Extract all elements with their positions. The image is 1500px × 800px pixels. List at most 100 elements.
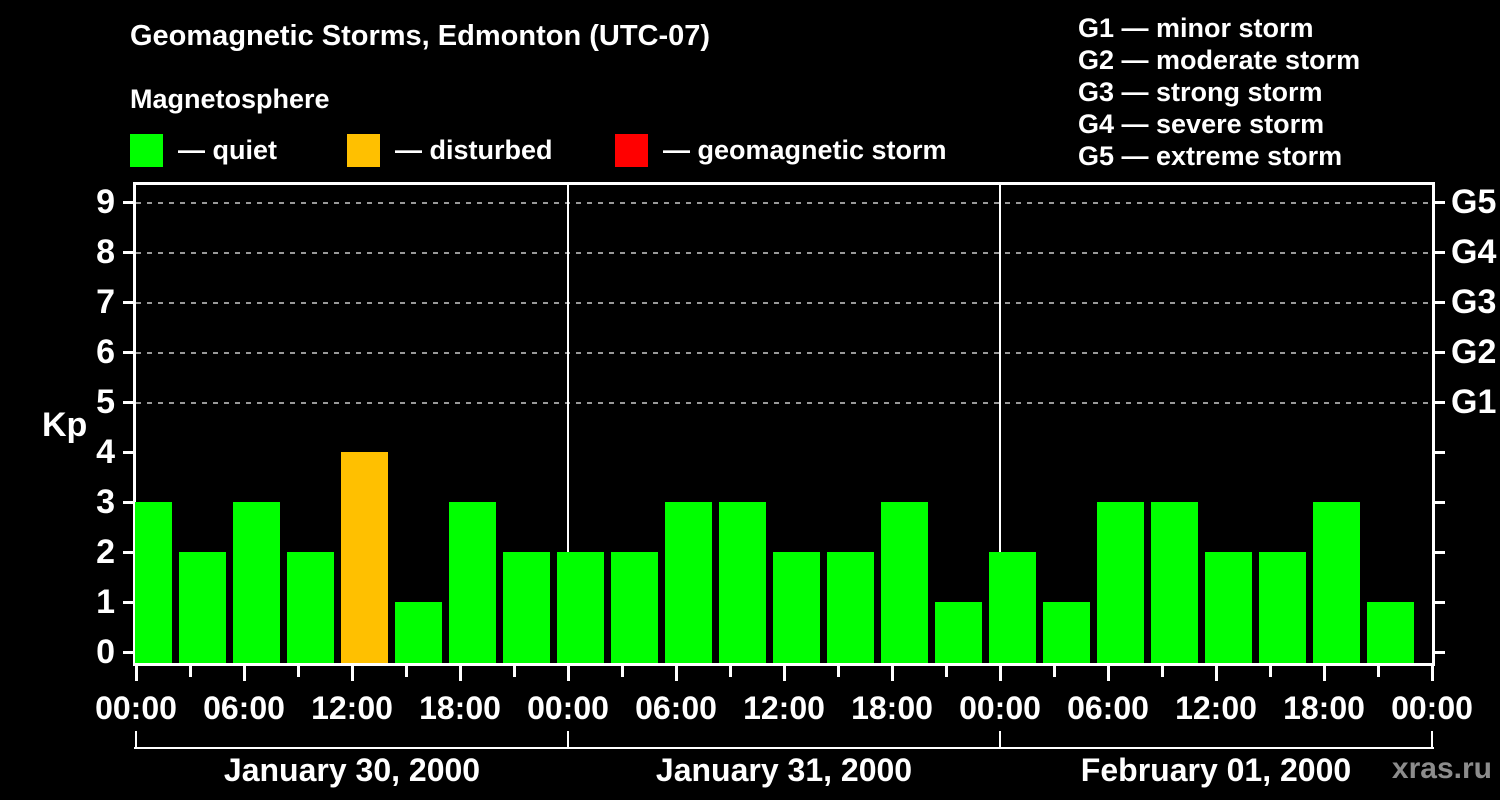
storm-swatch-icon: [615, 134, 648, 167]
day-bracket-tick: [566, 731, 569, 749]
kp-bar: [827, 552, 874, 663]
x-axis-minor-tick: [512, 666, 516, 677]
g-scale-label: G3: [1451, 283, 1497, 321]
y-axis-tick: [123, 351, 136, 354]
kp-bar: [1205, 552, 1252, 663]
legend-item-quiet: — quiet: [130, 134, 277, 167]
kp-bar: [1043, 602, 1090, 663]
kp-bar: [233, 502, 280, 663]
kp-bar: [557, 552, 604, 663]
x-axis-minor-tick: [620, 666, 624, 677]
x-axis-minor-tick: [1052, 666, 1056, 677]
plot-border-top: [133, 182, 1435, 185]
x-axis-major-tick: [242, 666, 246, 681]
time-tick-label: 00:00: [959, 690, 1041, 726]
y-axis-tick: [123, 651, 136, 654]
y-axis-tick: [123, 601, 136, 604]
x-axis-minor-tick: [944, 666, 948, 677]
y-axis-tick-label: 3: [96, 483, 115, 521]
kp-gridline: [136, 402, 1432, 404]
date-label: January 30, 2000: [223, 752, 481, 788]
right-axis-tick: [1432, 301, 1445, 304]
storm-scale-legend: G1 — minor storm G2 — moderate storm G3 …: [1078, 12, 1360, 172]
y-axis-tick-label: 6: [96, 333, 115, 371]
kp-bar: [449, 502, 496, 663]
time-tick-label: 18:00: [1283, 690, 1365, 726]
quiet-swatch-icon: [130, 134, 163, 167]
y-axis-tick: [123, 551, 136, 554]
y-axis-tick-label: 4: [96, 433, 115, 471]
x-axis-major-tick: [782, 666, 786, 681]
kp-bar: [341, 452, 388, 663]
y-axis-tick: [123, 251, 136, 254]
right-axis-tick: [1432, 651, 1445, 654]
plot-area: 0 1 2 3 4 5 6 7 8 9 G1 G2 G3 G4 G5 00:00 06:00 12:00 18:00…: [95, 182, 1496, 788]
kp-bar: [179, 552, 226, 663]
kp-bar: [1313, 502, 1360, 663]
legend-item-storm: — geomagnetic storm: [615, 134, 947, 167]
time-tick-label: 00:00: [95, 690, 177, 726]
chart-subtitle: Magnetosphere: [130, 84, 330, 114]
storm-scale-item-g1: G1 — minor storm: [1078, 13, 1314, 43]
kp-bar: [1367, 602, 1414, 663]
page-title: Geomagnetic Storms, Edmonton (UTC-07): [130, 20, 711, 52]
right-axis-tick: [1432, 201, 1445, 204]
day-divider-line: [999, 185, 1001, 663]
right-axis-tick: [1432, 251, 1445, 254]
right-axis-line: [1432, 182, 1435, 666]
time-tick-label: 00:00: [1391, 690, 1473, 726]
time-tick-label: 06:00: [1067, 690, 1149, 726]
x-axis-minor-tick: [1160, 666, 1164, 677]
kp-bar: [881, 502, 928, 663]
kp-gridline: [136, 302, 1432, 304]
storm-scale-item-g5: G5 — extreme storm: [1078, 141, 1343, 171]
time-tick-label: 18:00: [851, 690, 933, 726]
kp-bar: [1151, 502, 1198, 663]
x-axis-major-tick: [998, 666, 1002, 681]
storm-scale-item-g2: G2 — moderate storm: [1078, 45, 1361, 75]
y-axis-tick-label: 7: [96, 283, 115, 321]
g-scale-label: G5: [1451, 183, 1497, 221]
kp-gridline: [136, 252, 1432, 254]
x-axis-minor-tick: [1268, 666, 1272, 677]
kp-bar: [773, 552, 820, 663]
time-tick-label: 18:00: [419, 690, 501, 726]
time-tick-label: 06:00: [635, 690, 717, 726]
kp-bar: [395, 602, 442, 663]
y-axis-tick-label: 1: [96, 583, 115, 621]
y-axis-title: Kp: [42, 406, 88, 444]
x-axis-major-tick: [566, 666, 570, 681]
watermark: xras.ru: [1391, 752, 1492, 785]
x-axis-major-tick: [350, 666, 354, 681]
legend-label-storm: — geomagnetic storm: [663, 135, 947, 165]
x-axis-major-tick: [890, 666, 894, 681]
right-axis-tick: [1432, 401, 1445, 404]
right-axis-tick: [1432, 551, 1445, 554]
x-axis-minor-tick: [836, 666, 840, 677]
time-tick-label: 00:00: [527, 690, 609, 726]
right-axis-tick: [1432, 351, 1445, 354]
kp-bar: [665, 502, 712, 663]
kp-bar: [1097, 502, 1144, 663]
x-axis-major-tick: [674, 666, 678, 681]
time-tick-label: 12:00: [311, 690, 393, 726]
time-tick-label: 06:00: [203, 690, 285, 726]
y-axis-tick-label: 5: [96, 383, 115, 421]
y-axis-tick: [123, 301, 136, 304]
x-axis-major-tick: [1214, 666, 1218, 681]
x-axis-minor-tick: [728, 666, 732, 677]
kp-bar: [135, 502, 172, 663]
g-scale-label: G4: [1451, 233, 1497, 271]
time-tick-label: 12:00: [743, 690, 825, 726]
date-label: January 31, 2000: [655, 752, 913, 788]
legend-label-disturbed: — disturbed: [395, 135, 553, 165]
y-axis-tick: [123, 451, 136, 454]
day-bracket-tick: [998, 731, 1001, 749]
kp-bar: [287, 552, 334, 663]
storm-scale-item-g3: G3 — strong storm: [1078, 77, 1323, 107]
legend-item-disturbed: — disturbed: [347, 134, 553, 167]
x-axis-major-tick: [1322, 666, 1326, 681]
y-axis-line: [133, 182, 136, 666]
y-axis-tick-label: 2: [96, 533, 115, 571]
day-divider-line: [567, 185, 569, 663]
